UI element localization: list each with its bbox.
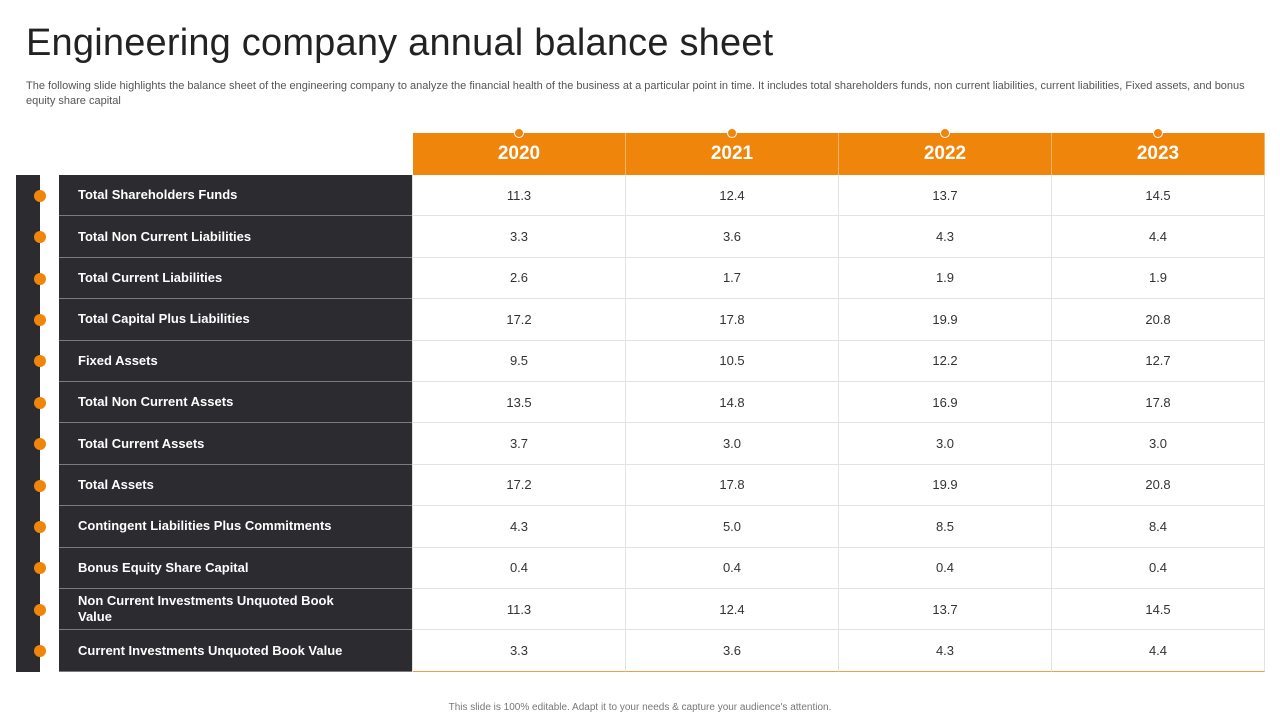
table-cell: 16.9 — [839, 382, 1052, 424]
year-label: 2023 — [1136, 143, 1180, 164]
row-marker-dot — [34, 355, 46, 368]
table-cell: 3.7 — [413, 423, 626, 465]
year-header-1: 2021 — [626, 128, 839, 175]
row-label: Total Current Assets — [59, 423, 412, 465]
table-cell: 0.4 — [626, 547, 839, 589]
year-label: 2020 — [497, 143, 541, 164]
year-header-0: 2020 — [413, 128, 626, 175]
table-cell: 0.4 — [1052, 547, 1265, 589]
year-marker-dot — [940, 128, 950, 138]
row-marker-dot — [34, 231, 46, 244]
table-cell: 17.2 — [413, 464, 626, 507]
year-label: 2021 — [710, 143, 754, 164]
year-label: 2022 — [923, 143, 967, 164]
row-label: Bonus Equity Share Capital — [59, 547, 412, 589]
table-cell: 17.2 — [413, 299, 626, 341]
table-cell: 14.8 — [626, 382, 839, 424]
table-cell: 12.7 — [1052, 340, 1265, 382]
table-cell: 13.7 — [839, 175, 1052, 217]
table-cell: 13.7 — [839, 589, 1052, 631]
table-cell: 12.4 — [626, 175, 839, 217]
row-marker-dot — [34, 272, 46, 285]
table-cell: 19.9 — [839, 464, 1052, 507]
table-cell: 20.8 — [1052, 464, 1265, 507]
row-marker-dot — [34, 520, 46, 533]
row-marker-dot — [34, 603, 46, 616]
year-header-2: 2022 — [839, 128, 1052, 175]
table-cell: 11.3 — [413, 175, 626, 217]
table-cell: 3.6 — [626, 216, 839, 258]
row-marker-dot — [34, 562, 46, 575]
table-cell: 0.4 — [839, 547, 1052, 589]
table-cell: 20.8 — [1052, 299, 1265, 341]
table-cell: 3.3 — [413, 216, 626, 258]
row-marker-dot — [34, 438, 46, 451]
table-cell: 3.3 — [413, 630, 626, 672]
left-strip — [16, 175, 40, 672]
table-cell: 14.5 — [1052, 175, 1265, 217]
table-cell: 3.0 — [626, 423, 839, 465]
row-label: Total Current Liabilities — [59, 257, 412, 300]
table-cell: 12.4 — [626, 589, 839, 631]
table-cell: 3.0 — [1052, 423, 1265, 465]
table-cell: 2.6 — [413, 257, 626, 300]
table-cell: 12.2 — [839, 340, 1052, 382]
table-cell: 17.8 — [626, 299, 839, 341]
year-marker-dot — [514, 128, 524, 138]
table-left-border — [412, 175, 413, 672]
table-cell: 8.4 — [1052, 506, 1265, 548]
row-label: Fixed Assets — [59, 340, 412, 382]
year-header-3: 2023 — [1052, 128, 1265, 175]
row-label: Non Current Investments Unquoted Book Va… — [59, 589, 412, 631]
row-label: Total Capital Plus Liabilities — [59, 299, 412, 341]
table-cell: 3.0 — [839, 423, 1052, 465]
row-label: Total Shareholders Funds — [59, 175, 412, 217]
page-title: Engineering company annual balance sheet — [26, 22, 774, 64]
year-marker-dot — [727, 128, 737, 138]
table-cell: 1.9 — [839, 257, 1052, 300]
row-marker-dot — [34, 645, 46, 658]
table-cell: 11.3 — [413, 589, 626, 631]
table-cell: 10.5 — [626, 340, 839, 382]
table-cell: 1.9 — [1052, 257, 1265, 300]
row-label: Total Assets — [59, 464, 412, 507]
row-label: Contingent Liabilities Plus Commitments — [59, 506, 412, 548]
year-marker-dot — [1153, 128, 1163, 138]
table-cell: 4.4 — [1052, 630, 1265, 672]
table-cell: 19.9 — [839, 299, 1052, 341]
row-marker-dot — [34, 396, 46, 409]
footer-note: This slide is 100% editable. Adapt it to… — [448, 702, 832, 713]
row-label: Current Investments Unquoted Book Value — [59, 630, 412, 672]
table-cell: 9.5 — [413, 340, 626, 382]
table-cell: 5.0 — [626, 506, 839, 548]
table-cell: 8.5 — [839, 506, 1052, 548]
table-cell: 0.4 — [413, 547, 626, 589]
table-cell: 13.5 — [413, 382, 626, 424]
page-subtitle: The following slide highlights the balan… — [26, 80, 1245, 107]
row-marker-dot — [34, 189, 46, 202]
table-cell: 4.3 — [839, 630, 1052, 672]
table-cell: 4.3 — [413, 506, 626, 548]
table-cell: 17.8 — [1052, 382, 1265, 424]
row-marker-dot — [34, 479, 46, 492]
table-cell: 17.8 — [626, 464, 839, 507]
table-cell: 1.7 — [626, 257, 839, 300]
table-cell: 4.3 — [839, 216, 1052, 258]
row-label: Total Non Current Liabilities — [59, 216, 412, 258]
row-label: Total Non Current Assets — [59, 382, 412, 424]
table-cell: 14.5 — [1052, 589, 1265, 631]
table-cell: 3.6 — [626, 630, 839, 672]
row-marker-dot — [34, 313, 46, 326]
table-cell: 4.4 — [1052, 216, 1265, 258]
